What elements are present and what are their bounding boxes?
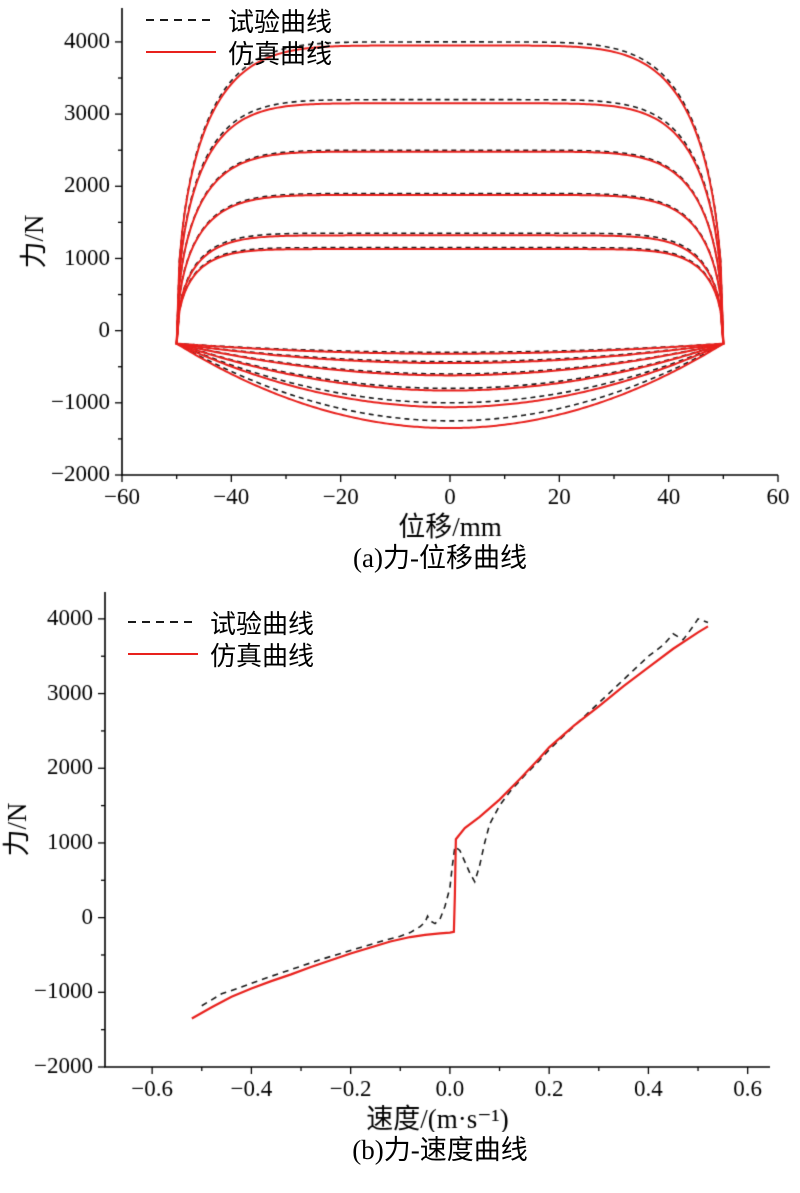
legend: 试验曲线 仿真曲线 (128, 606, 315, 671)
force-displacement-chart (0, 0, 800, 540)
caption-b: (b)力-速度曲线 (352, 1135, 528, 1166)
legend-label-sim: 仿真曲线 (210, 641, 315, 671)
legend-label-sim: 仿真曲线 (228, 39, 333, 69)
dashed-line-icon (146, 19, 216, 21)
legend-label-test: 试验曲线 (210, 609, 315, 639)
legend-item-sim: 仿真曲线 (146, 36, 333, 69)
legend-item-sim: 仿真曲线 (128, 638, 315, 671)
legend-item-test: 试验曲线 (128, 606, 315, 639)
force-displacement-figure: 试验曲线 仿真曲线 (a)力-位移曲线 (0, 0, 800, 574)
legend-item-test: 试验曲线 (146, 4, 333, 37)
legend-label-test: 试验曲线 (228, 7, 333, 37)
solid-line-icon (128, 653, 198, 656)
caption-a: (a)力-位移曲线 (353, 543, 527, 573)
legend: 试验曲线 仿真曲线 (146, 4, 333, 69)
force-velocity-figure: 试验曲线 仿真曲线 (b)力-速度曲线 (0, 582, 800, 1166)
force-velocity-chart (0, 582, 800, 1133)
solid-line-icon (146, 51, 216, 53)
dashed-line-icon (128, 621, 198, 624)
